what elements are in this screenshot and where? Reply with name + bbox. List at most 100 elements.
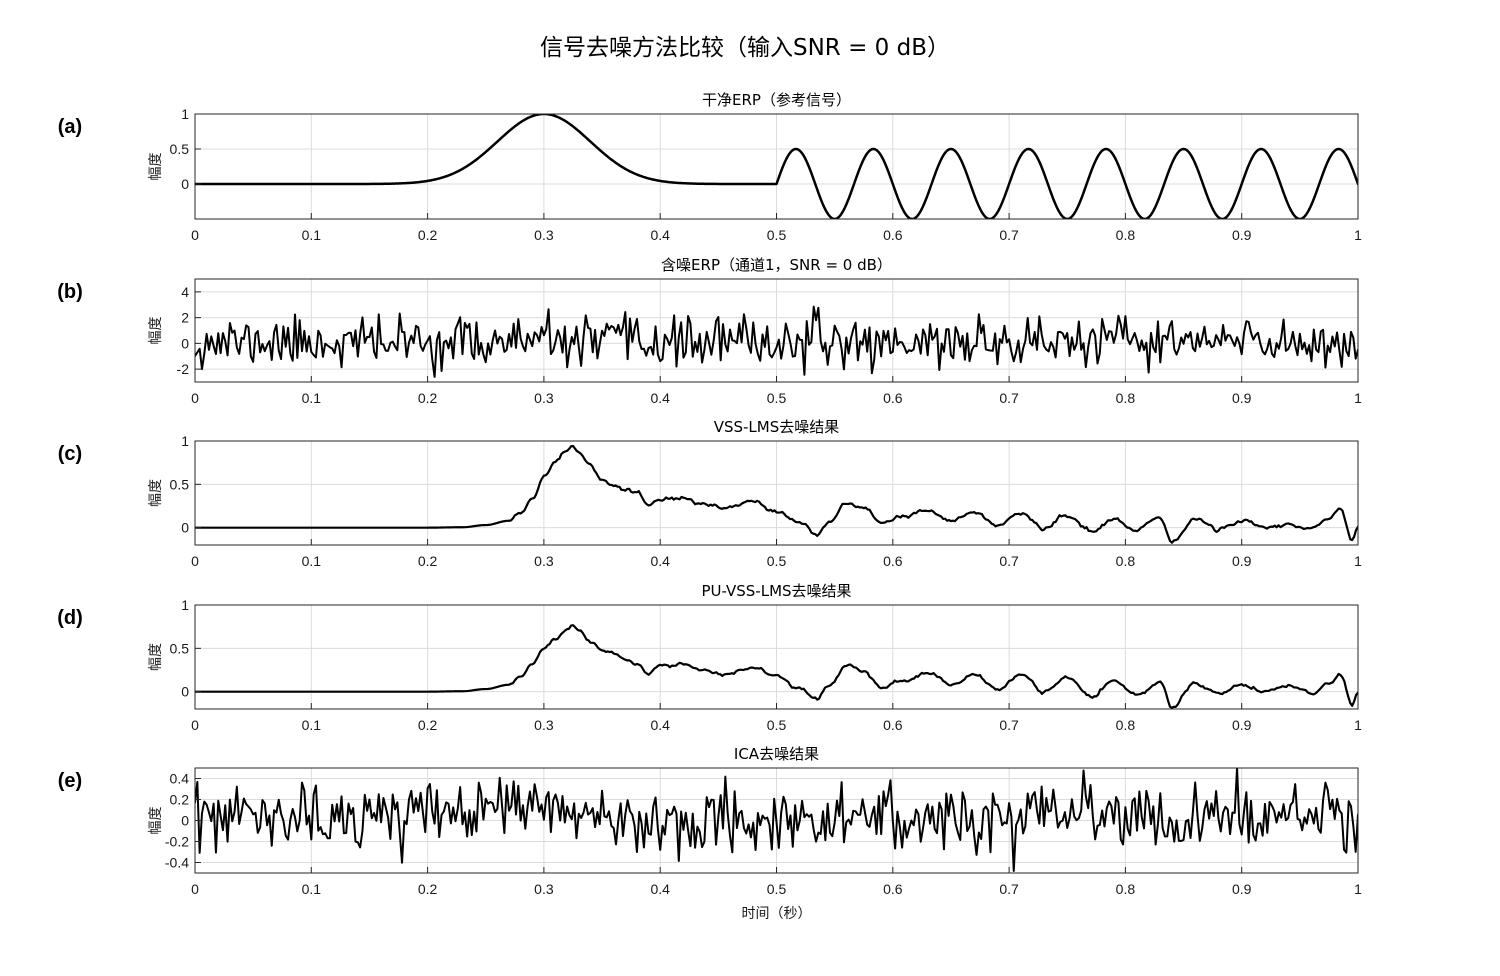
x-tick-label: 0.7 — [999, 227, 1019, 243]
x-tick-label: 0.1 — [302, 717, 322, 733]
y-tick-label: 0 — [181, 684, 189, 700]
x-tick-label: 0.7 — [999, 553, 1019, 569]
x-tick-label: 0 — [191, 717, 199, 733]
y-axis-label: 幅度 — [148, 807, 164, 835]
y-axis-label: 幅度 — [148, 153, 164, 181]
x-tick-label: 0 — [191, 390, 199, 406]
series-line — [195, 768, 1358, 872]
y-tick-label: -0.2 — [165, 834, 189, 850]
subplot-title: ICA去噪结果 — [734, 745, 819, 763]
y-tick-label: 0.2 — [170, 792, 190, 808]
x-tick-label: 0.1 — [302, 227, 322, 243]
x-tick-label: 0.9 — [1232, 717, 1252, 733]
series-line — [195, 305, 1358, 378]
y-axis-label: 幅度 — [148, 479, 164, 507]
subplot-title: VSS-LMS去噪结果 — [714, 418, 840, 436]
x-tick-label: 0.4 — [650, 390, 670, 406]
x-tick-label: 0.5 — [767, 390, 787, 406]
x-tick-label: 1 — [1354, 390, 1362, 406]
x-tick-label: 0.5 — [767, 717, 787, 733]
y-tick-label: 0 — [181, 176, 189, 192]
y-tick-label: 2 — [181, 310, 189, 326]
x-tick-label: 0.6 — [883, 227, 903, 243]
x-tick-label: 0.6 — [883, 717, 903, 733]
x-tick-label: 0.2 — [418, 390, 438, 406]
x-tick-label: 0 — [191, 881, 199, 897]
y-axis-label: 幅度 — [148, 643, 164, 671]
subplot-title: PU-VSS-LMS去噪结果 — [701, 582, 851, 600]
series-line — [195, 624, 1358, 709]
x-tick-label: 1 — [1354, 227, 1362, 243]
y-tick-label: 1 — [181, 433, 189, 449]
x-tick-label: 0.9 — [1232, 553, 1252, 569]
x-tick-label: 0.7 — [999, 717, 1019, 733]
x-tick-label: 1 — [1354, 553, 1362, 569]
x-tick-label: 1 — [1354, 717, 1362, 733]
y-tick-label: 0.4 — [170, 771, 190, 787]
x-tick-label: 0.2 — [418, 717, 438, 733]
y-tick-label: -0.4 — [165, 855, 189, 871]
x-tick-label: 0.4 — [650, 553, 670, 569]
y-tick-label: 0.5 — [170, 476, 190, 492]
x-tick-label: 0.2 — [418, 553, 438, 569]
x-tick-label: 0.8 — [1116, 227, 1136, 243]
x-tick-label: 0.8 — [1116, 390, 1136, 406]
x-tick-label: 1 — [1354, 881, 1362, 897]
x-tick-label: 0.9 — [1232, 227, 1252, 243]
x-tick-label: 0 — [191, 553, 199, 569]
x-tick-label: 0.3 — [534, 881, 554, 897]
x-tick-label: 0.7 — [999, 881, 1019, 897]
y-tick-label: -2 — [177, 361, 190, 377]
y-tick-label: 0 — [181, 813, 189, 829]
y-tick-label: 4 — [181, 284, 189, 300]
x-tick-label: 0.8 — [1116, 553, 1136, 569]
x-tick-label: 0.5 — [767, 881, 787, 897]
x-tick-label: 0.5 — [767, 553, 787, 569]
x-tick-label: 0.1 — [302, 390, 322, 406]
subplot-a: 0 0.1 0.2 0.3 0.4 0.5 0.6 0.7 0.8 0.9 1 1 0.5 0 干净ERP（… — [58, 91, 1362, 243]
y-tick-label: 1 — [181, 106, 189, 122]
x-tick-label: 0.4 — [650, 717, 670, 733]
y-tick-label: 0.5 — [170, 640, 190, 656]
x-tick-label: 0.7 — [999, 390, 1019, 406]
subplot-b: 0 0.1 0.2 0.3 0.4 0.5 0.6 0.7 0.8 0.9 1420-2含噪ERP（… — [57, 256, 1362, 406]
x-tick-label: 0.9 — [1232, 881, 1252, 897]
x-tick-label: 0.4 — [650, 227, 670, 243]
subplot-c: 0 0.1 0.2 0.3 0.4 0.5 0.6 0.7 0.8 0.9 1 1 0.5 0 VSS-LM… — [58, 418, 1362, 569]
x-tick-label: 0.8 — [1116, 881, 1136, 897]
x-tick-label: 0.3 — [534, 717, 554, 733]
panel-letter: (b) — [57, 281, 83, 303]
subplot-e: 0 0.1 0.2 0.3 0.4 0.5 0.6 0.7 0.8 0.9 1 0.4 0.2 0 -0.2… — [58, 745, 1362, 897]
panel-letter: (d) — [57, 607, 83, 629]
x-tick-label: 0.2 — [418, 227, 438, 243]
x-tick-label: 0.8 — [1116, 717, 1136, 733]
x-tick-label: 0.1 — [302, 553, 322, 569]
x-tick-label: 0.6 — [883, 553, 903, 569]
panel-letter: (c) — [58, 443, 82, 465]
x-tick-label: 0.6 — [883, 390, 903, 406]
series-line — [195, 114, 1358, 219]
panel-letter: (a) — [58, 116, 82, 138]
x-tick-label: 0.3 — [534, 390, 554, 406]
subplot-title: 干净ERP（参考信号） — [702, 91, 851, 109]
x-tick-label: 0.3 — [534, 227, 554, 243]
subplot-title: 含噪ERP（通道1，SNR = 0 dB） — [661, 256, 892, 274]
y-axis-label: 幅度 — [148, 317, 164, 345]
x-tick-label: 0.6 — [883, 881, 903, 897]
x-tick-label: 0.4 — [650, 881, 670, 897]
x-axis-label: 时间（秒） — [742, 906, 812, 922]
x-tick-label: 0.2 — [418, 881, 438, 897]
x-tick-label: 0.5 — [767, 227, 787, 243]
y-tick-label: 1 — [181, 597, 189, 613]
panel-letter: (e) — [58, 770, 82, 792]
x-tick-label: 0.9 — [1232, 390, 1252, 406]
y-tick-label: 0 — [181, 520, 189, 536]
figure-title: 信号去噪方法比较（输入SNR = 0 dB） — [540, 35, 950, 61]
x-tick-label: 0.3 — [534, 553, 554, 569]
x-tick-label: 0 — [191, 227, 199, 243]
y-tick-label: 0.5 — [170, 141, 190, 157]
x-tick-label: 0.1 — [302, 881, 322, 897]
series-line — [195, 444, 1358, 544]
